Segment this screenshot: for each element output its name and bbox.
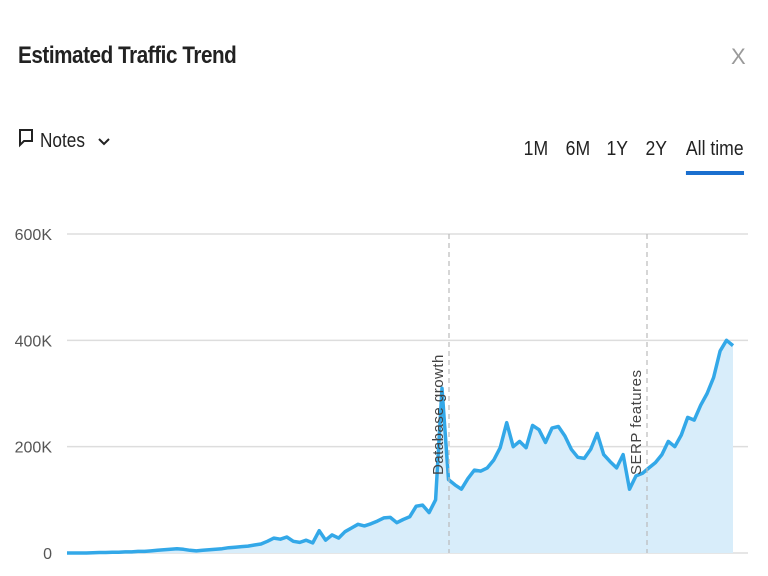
annotation-label: Database growth [430, 354, 447, 475]
comment-icon [18, 128, 34, 154]
tab-2y[interactable]: 2Y [645, 138, 667, 160]
tab-1m[interactable]: 1M [523, 138, 549, 160]
notes-dropdown[interactable]: Notes [18, 128, 110, 154]
y-tick-label: 400K [15, 333, 53, 350]
y-tick-label: 600K [15, 227, 53, 244]
chevron-down-icon [98, 130, 110, 153]
y-tick-label: 200K [15, 440, 53, 457]
area-fill [67, 340, 733, 553]
page-title: Estimated Traffic Trend [18, 42, 237, 69]
y-tick-label: 0 [43, 546, 52, 563]
time-range-tabs: 1M 6M 1Y 2Y All time [522, 138, 748, 175]
tab-6m[interactable]: 6M [565, 138, 590, 160]
tab-1y[interactable]: 1Y [606, 138, 629, 160]
notes-label: Notes [40, 129, 85, 152]
close-button[interactable]: X [731, 44, 746, 69]
annotation-label: SERP features [628, 370, 645, 475]
series-line [67, 338, 735, 555]
tab-all-time[interactable]: All time [686, 138, 745, 175]
